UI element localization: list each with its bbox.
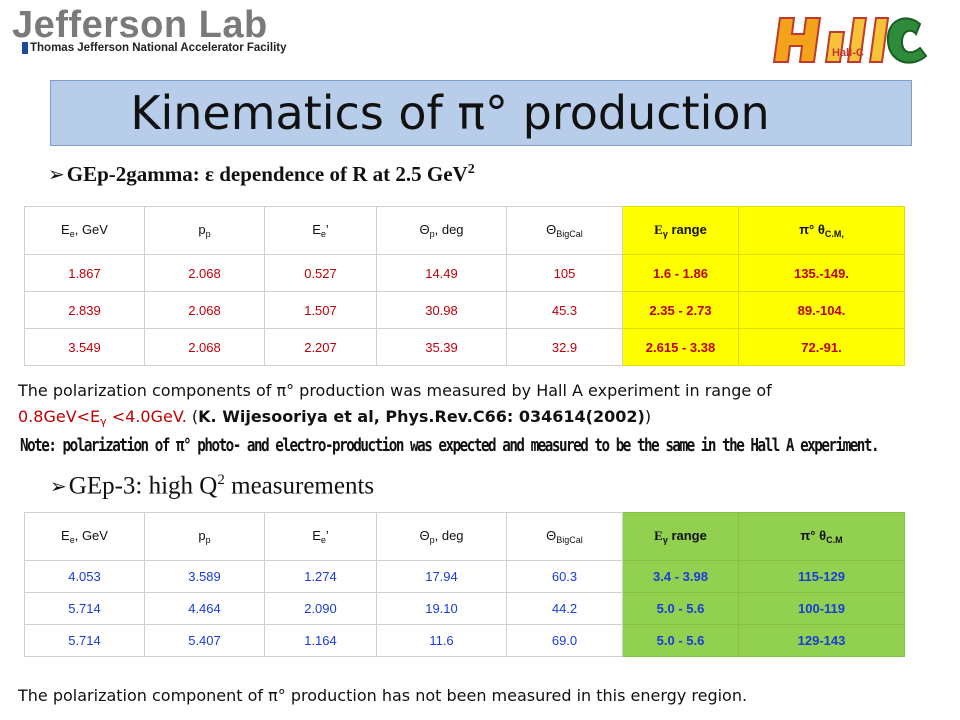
table-cell: 2.068 — [144, 291, 265, 329]
table-cell: 14.49 — [376, 254, 507, 292]
table-cell: 2.090 — [264, 592, 377, 625]
table-cell: 45.3 — [506, 291, 623, 329]
table-cell: 17.94 — [376, 560, 507, 593]
bottom-note: The polarization component of π° product… — [18, 686, 748, 705]
section2-heading-sup: 2 — [217, 472, 225, 488]
table-cell: 30.98 — [376, 291, 507, 329]
header-beam-energy: Ee, GeV — [24, 206, 145, 255]
table-cell: 1.507 — [264, 291, 377, 329]
arrow-bullet-icon: ➢ — [50, 474, 67, 499]
section1-heading: ➢GEp-2gamma: ε dependence of R at 2.5 Ge… — [48, 162, 475, 187]
table-row: 5.714 5.407 1.164 11.6 69.0 5.0 - 5.6 12… — [24, 624, 905, 657]
table-cell: 3.549 — [24, 328, 145, 366]
page-title: Kinematics of π° production — [130, 86, 770, 140]
title-banner — [50, 80, 912, 146]
hall-c-logo-text: Hall-C — [832, 47, 864, 59]
section1-heading-prefix: GEp-2gamma: — [66, 162, 206, 186]
table-row: 5.714 4.464 2.090 19.10 44.2 5.0 - 5.6 1… — [24, 592, 905, 625]
table-cell: 2.839 — [24, 291, 145, 329]
table-header-row: Ee, GeV pp Ee’ Θp, deg ΘBigCal Eγ range … — [24, 512, 905, 561]
table-cell: 32.9 — [506, 328, 623, 366]
header-proton-momentum: pp — [144, 206, 265, 255]
table-cell: 3.4 - 3.98 — [622, 560, 739, 593]
polarization-paragraph-line2: 0.8GeV<Eγ <4.0GeV. (K. Wijesooriya et al… — [18, 407, 652, 428]
header-scattered-electron-energy: Ee’ — [264, 206, 377, 255]
header-beam-energy: Ee, GeV — [24, 512, 145, 561]
header-proton-angle: Θp, deg — [376, 206, 507, 255]
table-cell: 5.714 — [24, 624, 145, 657]
table-cell: 60.3 — [506, 560, 623, 593]
table-cell: 1.6 - 1.86 — [622, 254, 739, 292]
table-cell: 35.39 — [376, 328, 507, 366]
header-bigcal-angle: ΘBigCal — [506, 512, 623, 561]
header-proton-angle: Θp, deg — [376, 512, 507, 561]
table-cell: 2.068 — [144, 254, 265, 292]
polarization-note: Note: polarization of π° photo- and elec… — [20, 436, 880, 456]
table-cell: 5.0 - 5.6 — [622, 624, 739, 657]
header-photon-energy-range: Eγ range — [622, 206, 739, 255]
section1-heading-epsilon: ε — [205, 162, 214, 186]
header-scattered-electron-energy: Ee’ — [264, 512, 377, 561]
gep2gamma-kinematics-table: Ee, GeV pp Ee’ Θp, deg ΘBigCal Eγ range … — [24, 206, 905, 366]
table-cell: 19.10 — [376, 592, 507, 625]
table-cell: 2.207 — [264, 328, 377, 366]
table-cell: 2.35 - 2.73 — [622, 291, 739, 329]
table-cell: 115-129 — [738, 560, 905, 593]
jlab-logo-bar — [22, 42, 28, 54]
table-row: 1.867 2.068 0.527 14.49 105 1.6 - 1.86 1… — [24, 254, 905, 292]
table-cell: 100-119 — [738, 592, 905, 625]
table-cell: 5.714 — [24, 592, 145, 625]
table-cell: 1.274 — [264, 560, 377, 593]
header-bigcal-angle: ΘBigCal — [506, 206, 623, 255]
table-cell: 1.867 — [24, 254, 145, 292]
table-cell: 0.527 — [264, 254, 377, 292]
table-cell: 69.0 — [506, 624, 623, 657]
section1-heading-mid: dependence of R at 2.5 GeV — [214, 162, 468, 186]
table-cell: 4.464 — [144, 592, 265, 625]
section2-heading-b: measurements — [224, 472, 375, 500]
reference-citation: K. Wijesooriya et al, Phys.Rev.C66: 0346… — [198, 407, 645, 426]
table-cell: 4.053 — [24, 560, 145, 593]
table-cell: 5.0 - 5.6 — [622, 592, 739, 625]
jefferson-lab-logo: Jefferson Lab Thomas Jefferson National … — [12, 6, 362, 54]
header-pion-cm-angle: π° θC.M — [738, 512, 905, 561]
table-cell: 2.615 - 3.38 — [622, 328, 739, 366]
header-photon-energy-range: Eγ range — [622, 512, 739, 561]
table-row: 2.839 2.068 1.507 30.98 45.3 2.35 - 2.73… — [24, 291, 905, 329]
table-cell: 44.2 — [506, 592, 623, 625]
table-cell: 11.6 — [376, 624, 507, 657]
arrow-bullet-icon: ➢ — [48, 162, 65, 186]
table-cell: 89.-104. — [738, 291, 905, 329]
table-cell: 72.-91. — [738, 328, 905, 366]
gep3-kinematics-table: Ee, GeV pp Ee’ Θp, deg ΘBigCal Eγ range … — [24, 512, 905, 657]
table-cell: 135.-149. — [738, 254, 905, 292]
jlab-logo-title: Jefferson Lab — [12, 4, 268, 46]
jlab-logo-subtitle: Thomas Jefferson National Accelerator Fa… — [30, 42, 287, 54]
table-cell: 2.068 — [144, 328, 265, 366]
table-row: 4.053 3.589 1.274 17.94 60.3 3.4 - 3.98 … — [24, 560, 905, 593]
section2-heading-a: GEp-3: high Q — [68, 472, 218, 500]
section2-heading: ➢GEp-3: high Q2 measurements — [50, 472, 374, 500]
table-cell: 105 — [506, 254, 623, 292]
table-cell: 129-143 — [738, 624, 905, 657]
header-proton-momentum: pp — [144, 512, 265, 561]
table-header-row: Ee, GeV pp Ee’ Θp, deg ΘBigCal Eγ range … — [24, 206, 905, 255]
polarization-paragraph-line1: The polarization components of π° produc… — [18, 381, 772, 400]
table-cell: 3.589 — [144, 560, 265, 593]
hall-c-logo-graphic: Hall-C — [772, 17, 928, 64]
table-cell: 1.164 — [264, 624, 377, 657]
table-cell: 5.407 — [144, 624, 265, 657]
section1-heading-sup: 2 — [467, 162, 475, 177]
header-pion-cm-angle: π° θC.M, — [738, 206, 905, 255]
hall-c-logo: Hall-C — [770, 10, 930, 72]
table-row: 3.549 2.068 2.207 35.39 32.9 2.615 - 3.3… — [24, 328, 905, 366]
